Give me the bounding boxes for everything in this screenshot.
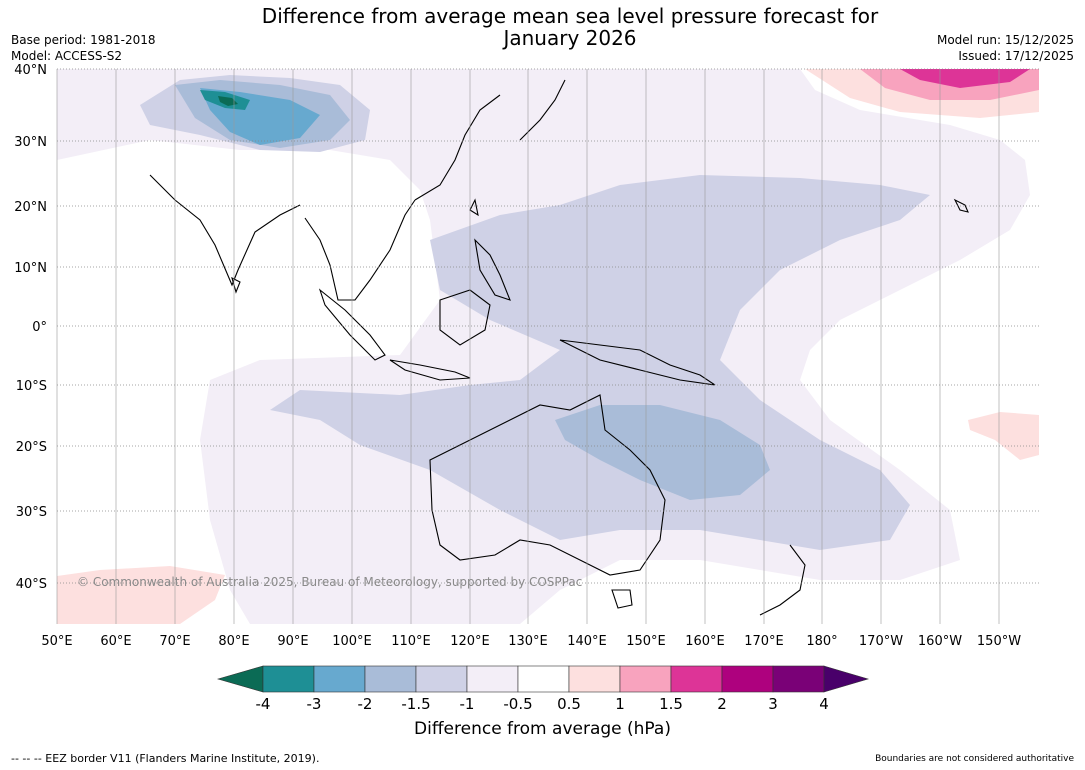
- meridians: [56, 69, 1000, 624]
- colorbar: [216, 665, 870, 693]
- colorbar-bin: [262, 665, 315, 693]
- lon-label: 120°E: [450, 634, 490, 649]
- colorbar-tick: 4: [819, 695, 829, 713]
- tasmania-coast: [611, 589, 633, 609]
- colorbar-extend-high: [823, 665, 870, 693]
- colorbar-bin: [721, 665, 774, 693]
- philippines-coast: [474, 238, 511, 301]
- sumatra-coast: [318, 288, 386, 361]
- colorbar-ticks: -4 -3 -2 -1.5 -1 -0.5 0.5 1 1.5 2 3 4: [256, 695, 829, 713]
- lat-label: 40°N: [14, 63, 47, 78]
- lat-label: 40°S: [16, 577, 47, 592]
- eez-footnote: -- -- -- EEZ border V11 (Flanders Marine…: [11, 752, 320, 765]
- issued-date: Issued: 17/12/2025: [958, 49, 1074, 63]
- anomaly-fill-pos15-ne: [900, 69, 1030, 88]
- lon-label: 160°W: [918, 634, 962, 649]
- colorbar-tick: -3: [307, 695, 322, 713]
- lat-label: 30°N: [14, 135, 47, 150]
- anomaly-fill-pos05-sw: [57, 566, 225, 624]
- latitude-labels: 40°N 30°N 20°N 10°N 0° 10°S 20°S 30°S 40…: [14, 63, 47, 592]
- indochina-coast: [304, 199, 416, 301]
- lat-label: 30°S: [16, 505, 47, 520]
- colorbar-bin: [466, 665, 519, 693]
- colorbar-bin: [517, 665, 570, 693]
- lon-label: 110°E: [391, 634, 431, 649]
- lon-label: 180°: [806, 634, 837, 649]
- colorbar-tick: -2: [358, 695, 373, 713]
- anomaly-fill-neg4: [218, 96, 238, 106]
- lat-label: 10°S: [16, 379, 47, 394]
- copyright-text: © Commonwealth of Australia 2025, Bureau…: [77, 575, 582, 589]
- coastlines: [149, 79, 969, 616]
- colorbar-bin: [568, 665, 621, 693]
- colorbar-tick: -1: [460, 695, 475, 713]
- lon-label: 70°E: [159, 634, 190, 649]
- colorbar-bin: [619, 665, 672, 693]
- colorbar-title: Difference from average (hPa): [414, 719, 671, 739]
- lat-label: 10°N: [14, 261, 47, 276]
- lon-label: 90°E: [277, 634, 308, 649]
- lon-label: 150°E: [626, 634, 666, 649]
- taiwan-coast: [469, 198, 479, 217]
- new-zealand-coast: [759, 544, 806, 616]
- lat-label: 0°: [32, 320, 47, 335]
- lon-label: 150°W: [977, 634, 1021, 649]
- colorbar-extend-low: [216, 665, 264, 693]
- china-coast: [414, 94, 501, 201]
- map-area: [57, 69, 1039, 624]
- lon-label: 140°E: [567, 634, 607, 649]
- map-title: Difference from average mean sea level p…: [200, 5, 940, 49]
- anomaly-fill-neg15: [555, 405, 770, 500]
- colorbar-tick: 3: [768, 695, 778, 713]
- lon-label: 60°E: [100, 634, 131, 649]
- colorbar-tick: 2: [717, 695, 727, 713]
- lat-label: 20°S: [16, 440, 47, 455]
- lon-label: 80°E: [218, 634, 249, 649]
- hawaii-coast: [953, 198, 969, 213]
- colorbar-tick: -4: [256, 695, 271, 713]
- lat-label: 20°N: [14, 200, 47, 215]
- title-line-2: January 2026: [503, 26, 637, 50]
- colorbar-tick: 1.5: [659, 695, 683, 713]
- colorbar-bin: [670, 665, 723, 693]
- japan-coast: [519, 79, 566, 141]
- lon-label: 100°E: [332, 634, 372, 649]
- colorbar-bin: [772, 665, 825, 693]
- base-period: Base period: 1981-2018: [11, 33, 156, 47]
- colorbar-tick: -1.5: [401, 695, 430, 713]
- lon-label: 170°E: [744, 634, 784, 649]
- new-guinea-coast: [559, 339, 716, 386]
- model-name: Model: ACCESS-S2: [11, 49, 123, 63]
- colorbar-bin: [415, 665, 468, 693]
- colorbar-tick: 0.5: [557, 695, 581, 713]
- colorbar-bin: [364, 665, 417, 693]
- lon-label: 170°W: [859, 634, 903, 649]
- australia-coast: [429, 394, 666, 576]
- lon-label: 50°E: [41, 634, 72, 649]
- anomaly-fill-pos05-fiji: [968, 412, 1039, 460]
- longitude-labels: 50°E 60°E 70°E 80°E 90°E 100°E 110°E 120…: [41, 634, 1021, 649]
- india-coast: [149, 174, 301, 287]
- colorbar-tick: -0.5: [503, 695, 532, 713]
- colorbar-bin: [313, 665, 366, 693]
- lon-label: 130°E: [508, 634, 548, 649]
- model-run: Model run: 15/12/2025: [936, 33, 1074, 47]
- boundaries-disclaimer: Boundaries are not considered authoritat…: [875, 754, 1074, 764]
- meta-right: Model run: 15/12/2025 Issued: 17/12/2025: [937, 32, 1074, 64]
- colorbar-tick: 1: [615, 695, 625, 713]
- title-line-1: Difference from average mean sea level p…: [261, 4, 879, 28]
- meta-left: Base period: 1981-2018 Model: ACCESS-S2: [11, 32, 156, 64]
- lon-label: 160°E: [685, 634, 725, 649]
- anomaly-fill-neg1: [270, 175, 930, 550]
